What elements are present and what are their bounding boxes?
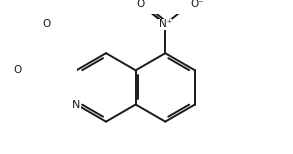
- Text: O: O: [137, 0, 145, 9]
- Text: N: N: [72, 99, 81, 109]
- Text: O: O: [42, 19, 51, 29]
- Text: N⁺: N⁺: [159, 19, 172, 29]
- Text: O: O: [13, 65, 21, 75]
- Text: O⁻: O⁻: [190, 0, 204, 9]
